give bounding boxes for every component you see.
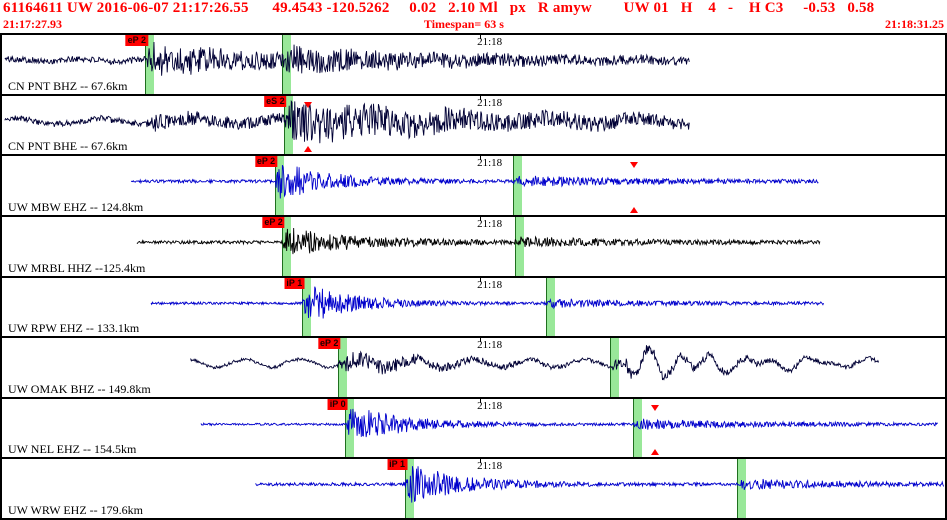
pick-flag-uw-mbw-ehz[interactable]: eP 2 bbox=[254, 156, 278, 168]
minute-label: 21:18 bbox=[477, 217, 503, 230]
station-label-uw-omak-bhz: UW OMAK BHZ -- 149.8km bbox=[8, 381, 151, 396]
pick-flag-uw-wrw-ehz[interactable]: iP 1 bbox=[387, 459, 408, 471]
s-pick-marker-uw-nel-ehz[interactable] bbox=[632, 398, 642, 458]
station-label-uw-rpw-ehz: UW RPW EHZ -- 133.1km bbox=[8, 321, 140, 336]
minute-tick bbox=[480, 398, 482, 403]
s-pick-marker-uw-wrw-ehz[interactable] bbox=[736, 459, 746, 518]
minute-tick bbox=[480, 277, 482, 282]
station-label-cn-pnt-bhz: CN PNT BHZ -- 67.6km bbox=[8, 78, 128, 93]
waveform-uw-omak-bhz[interactable] bbox=[2, 338, 945, 397]
s-pick-marker-uw-mrbl-hhz[interactable] bbox=[514, 216, 524, 276]
waveform-uw-mrbl-hhz[interactable] bbox=[2, 217, 945, 276]
station-label-cn-pnt-bhe: CN PNT BHE -- 67.6km bbox=[8, 139, 128, 154]
minute-label: 21:18 bbox=[477, 460, 503, 473]
amplitude-marker-down[interactable] bbox=[650, 404, 659, 411]
station-label-uw-wrw-ehz: UW WRW EHZ -- 179.6km bbox=[8, 503, 143, 517]
minute-tick bbox=[480, 338, 482, 343]
trace-row-uw-omak-bhz[interactable]: 21:18 eP 2 UW OMAK BHZ -- 149.8km bbox=[2, 336, 945, 397]
station-label-uw-mbw-ehz: UW MBW EHZ -- 124.8km bbox=[8, 199, 144, 214]
waveform-uw-wrw-ehz[interactable] bbox=[2, 459, 945, 518]
waveform-uw-nel-ehz[interactable] bbox=[2, 399, 945, 458]
minute-label: 21:18 bbox=[477, 36, 503, 48]
p-pick-marker-uw-mbw-ehz[interactable] bbox=[274, 156, 284, 215]
pick-flag-cn-pnt-bhe[interactable]: eS 2 bbox=[264, 95, 287, 107]
s-pick-marker-cn-pnt-bhz[interactable] bbox=[282, 35, 292, 94]
p-pick-marker-uw-nel-ehz[interactable] bbox=[345, 398, 355, 458]
s-pick-marker-uw-omak-bhz[interactable] bbox=[610, 338, 620, 397]
amplitude-marker-up[interactable] bbox=[303, 146, 312, 153]
trace-area: 21:18 eP 2 CN PNT BHZ -- 67.6km 21:18 eS 2 CN… bbox=[0, 33, 947, 520]
trace-row-cn-pnt-bhe[interactable]: 21:18 eS 2 CN PNT BHE -- 67.6km bbox=[2, 93, 945, 155]
minute-label: 21:18 bbox=[477, 278, 503, 291]
waveform-cn-pnt-bhz[interactable] bbox=[2, 35, 945, 94]
amplitude-marker-up[interactable] bbox=[629, 206, 638, 213]
amplitude-marker-down[interactable] bbox=[303, 101, 312, 108]
waveform-uw-rpw-ehz[interactable] bbox=[2, 278, 945, 337]
header: 61164611 UW 2016-06-07 21:17:26.55 49.45… bbox=[0, 0, 947, 33]
amplitude-marker-down[interactable] bbox=[629, 162, 638, 169]
p-pick-marker-cn-pnt-bhz[interactable] bbox=[145, 35, 155, 94]
minute-tick bbox=[480, 35, 482, 39]
minute-label: 21:18 bbox=[477, 399, 503, 412]
s-pick-marker-uw-mbw-ehz[interactable] bbox=[513, 156, 523, 215]
time-window-bar: 21:17:27.93 Timespan= 63 s 21:18:31.25 bbox=[0, 17, 947, 32]
station-label-uw-nel-ehz: UW NEL EHZ -- 154.5km bbox=[8, 442, 137, 457]
minute-tick bbox=[480, 156, 482, 161]
event-summary-line: 61164611 UW 2016-06-07 21:17:26.55 49.45… bbox=[3, 0, 875, 16]
trace-row-cn-pnt-bhz[interactable]: 21:18 eP 2 CN PNT BHZ -- 67.6km bbox=[2, 33, 945, 94]
trace-row-uw-wrw-ehz[interactable]: 21:18 iP 1 UW WRW EHZ -- 179.6km bbox=[2, 457, 945, 518]
s-pick-marker-uw-rpw-ehz[interactable] bbox=[546, 277, 556, 337]
pick-flag-cn-pnt-bhz[interactable]: eP 2 bbox=[125, 35, 149, 46]
station-label-uw-mrbl-hhz: UW MRBL HHZ --125.4km bbox=[8, 260, 146, 275]
trace-row-uw-nel-ehz[interactable]: 21:18 iP 0 UW NEL EHZ -- 154.5km bbox=[2, 396, 945, 458]
minute-label: 21:18 bbox=[477, 339, 503, 352]
pick-flag-uw-mrbl-hhz[interactable]: eP 2 bbox=[262, 216, 285, 228]
pick-flag-uw-rpw-ehz[interactable]: iP 1 bbox=[284, 277, 305, 289]
window-start-time: 21:17:27.93 bbox=[3, 17, 62, 31]
window-end-time: 21:18:31.25 bbox=[885, 17, 944, 31]
trace-row-uw-rpw-ehz[interactable]: 21:18 iP 1 UW RPW EHZ -- 133.1km bbox=[2, 275, 945, 337]
pick-flag-uw-omak-bhz[interactable]: eP 2 bbox=[318, 338, 341, 350]
waveform-uw-mbw-ehz[interactable] bbox=[2, 156, 945, 215]
minute-tick bbox=[480, 459, 482, 464]
p-pick-marker-uw-wrw-ehz[interactable] bbox=[404, 459, 414, 518]
pick-flag-uw-nel-ehz[interactable]: iP 0 bbox=[327, 398, 348, 410]
trace-row-uw-mbw-ehz[interactable]: 21:18 eP 2 UW MBW EHZ -- 124.8km bbox=[2, 154, 945, 215]
minute-label: 21:18 bbox=[477, 96, 503, 109]
minute-tick bbox=[480, 216, 482, 221]
timespan-label: Timespan= 63 s bbox=[423, 17, 504, 31]
trace-row-uw-mrbl-hhz[interactable]: 21:18 eP 2 UW MRBL HHZ --125.4km bbox=[2, 214, 945, 276]
waveform-cn-pnt-bhe[interactable] bbox=[2, 96, 945, 155]
minute-label: 21:18 bbox=[477, 157, 503, 170]
minute-tick bbox=[480, 95, 482, 100]
amplitude-marker-up[interactable] bbox=[650, 449, 659, 456]
